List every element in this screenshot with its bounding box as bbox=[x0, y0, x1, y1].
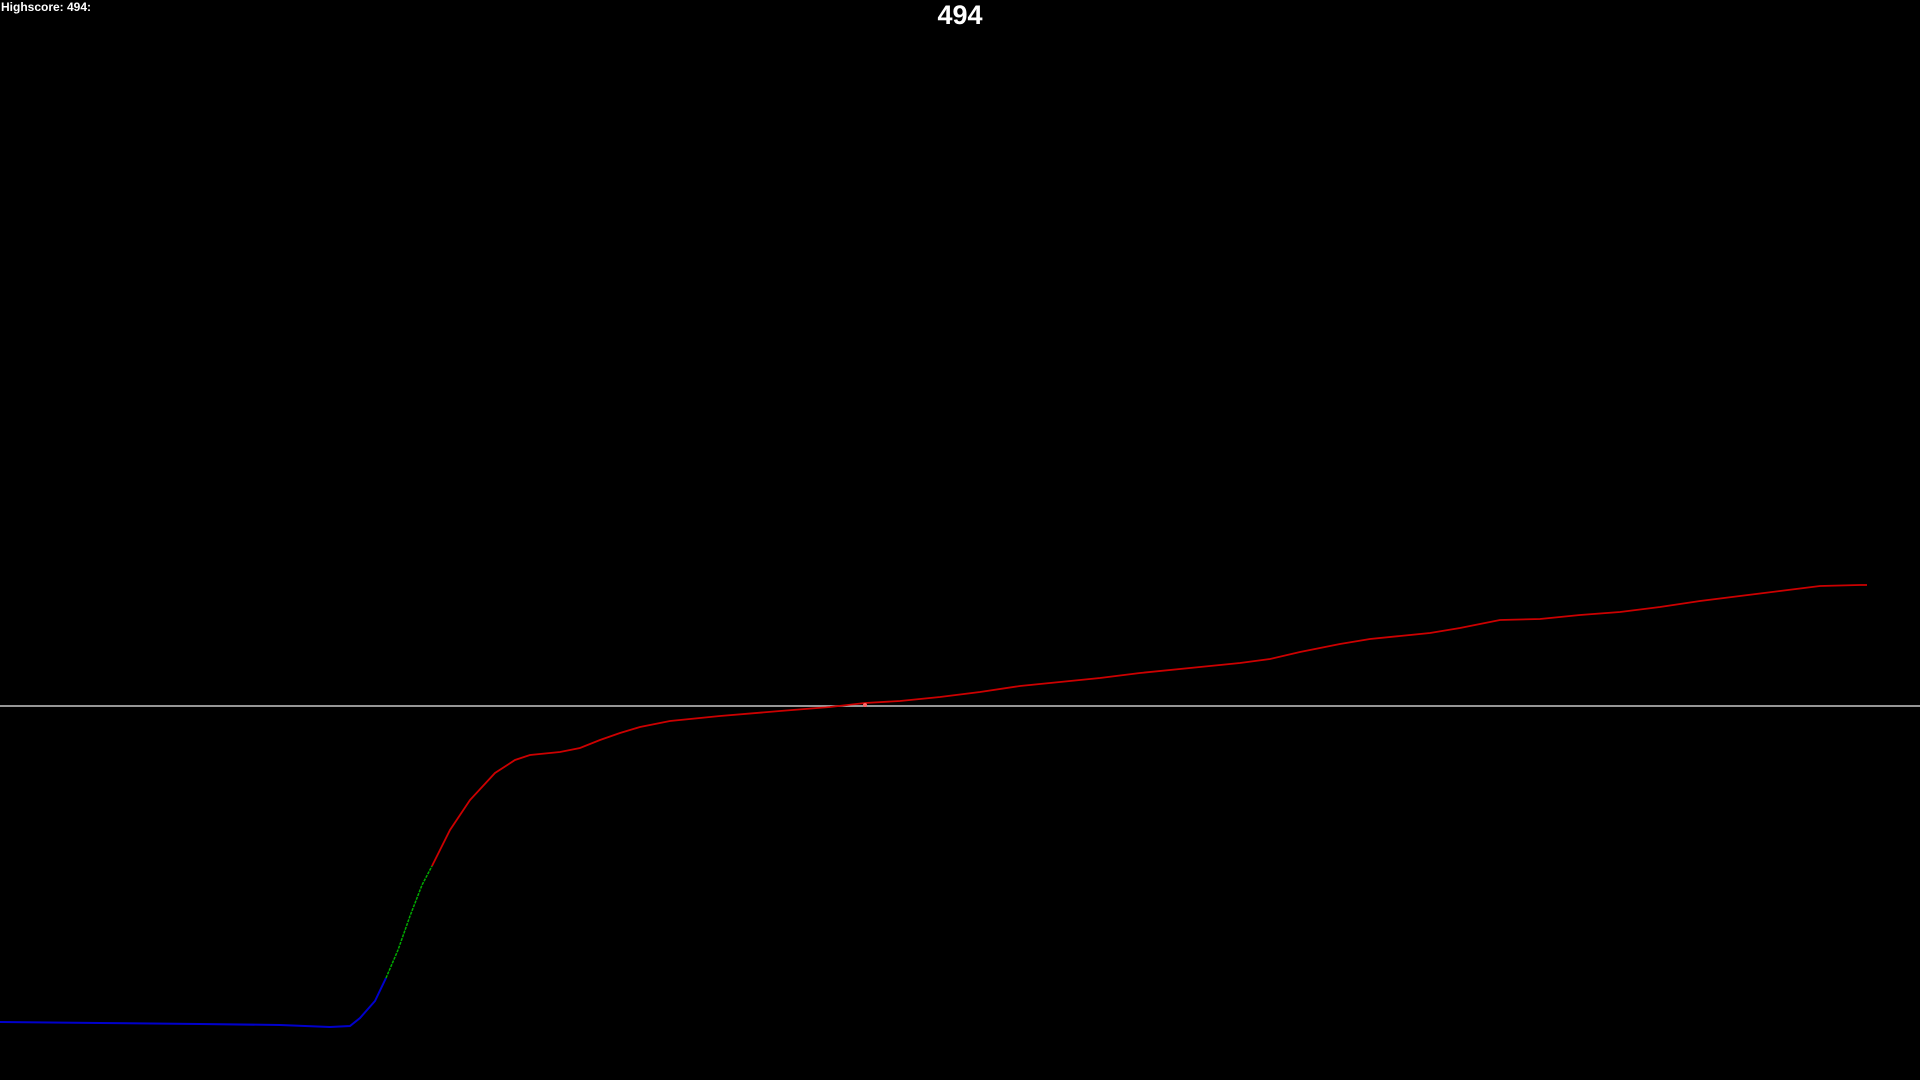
track-segment-green bbox=[385, 865, 433, 979]
current-score: 494 bbox=[937, 0, 983, 30]
player-marker bbox=[863, 703, 867, 707]
track-segment-blue bbox=[0, 977, 387, 1029]
highscore-label: Highscore: 494: bbox=[1, 0, 92, 14]
track-segment-red bbox=[431, 584, 1867, 867]
